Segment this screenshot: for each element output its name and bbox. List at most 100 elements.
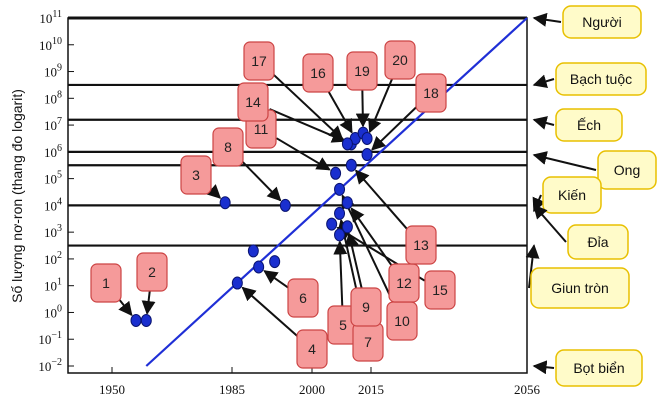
data-point — [140, 313, 152, 327]
organism-label: Ong — [614, 162, 640, 178]
organism-label-box — [542, 176, 602, 214]
point-callout-box — [136, 252, 168, 292]
point-callout-box — [388, 263, 420, 303]
callout-arrow — [345, 232, 363, 290]
callout-arrows — [116, 72, 426, 338]
data-point — [269, 255, 281, 269]
data-point — [361, 148, 373, 162]
callout-arrow — [326, 88, 353, 134]
y-tick-label: 105 — [44, 170, 62, 187]
data-point — [279, 198, 291, 212]
point-callout-box — [415, 73, 447, 113]
callout-arrow — [239, 159, 282, 202]
organism-arrow — [525, 244, 540, 289]
y-tick-label: 101 — [44, 277, 62, 294]
point-callout-label: 12 — [396, 275, 412, 291]
organism-label-box — [562, 5, 642, 39]
point-callout-label: 17 — [251, 53, 267, 69]
organism-arrow — [533, 204, 567, 243]
organism-label: Bọt biển — [573, 360, 624, 376]
x-tick-label: 2000 — [299, 382, 325, 397]
point-callout-label: 10 — [394, 313, 410, 329]
organism-arrow — [532, 360, 555, 375]
organism-arrow — [532, 12, 562, 27]
data-point — [247, 244, 259, 258]
organism-label: Bạch tuộc — [570, 71, 632, 87]
point-callout-label: 20 — [392, 52, 408, 68]
organism-arrow — [532, 151, 597, 171]
data-point — [361, 131, 373, 145]
organism-label: Giun tròn — [551, 280, 609, 296]
organism-label-box — [597, 150, 657, 190]
point-callout-label: 6 — [299, 290, 307, 306]
callout-arrow — [271, 72, 344, 140]
point-callout-box — [424, 270, 456, 310]
organism-label-box — [555, 62, 647, 96]
callout-arrow — [355, 88, 370, 128]
organism-label: Ếch — [577, 117, 601, 133]
point-callout-label: 8 — [224, 139, 232, 155]
x-axis-ticks: 1950 1985 2000 2015 2056 — [99, 367, 541, 397]
organism-label: Đỉa — [587, 234, 608, 250]
organism-label-box — [555, 108, 623, 142]
y-tick-label: 107 — [44, 116, 62, 133]
organism-labels: Người Bạch tuộc Ếch Ong Kiến Đỉa Giun tròn Bọt … — [525, 5, 657, 387]
point-callout-box — [180, 155, 212, 195]
point-callout-label: 19 — [354, 63, 370, 79]
data-point — [130, 313, 142, 327]
callout-arrow — [275, 137, 331, 171]
point-callout-label: 5 — [339, 317, 347, 333]
organism-label: Người — [582, 14, 622, 30]
point-callout-label: 7 — [364, 334, 372, 350]
data-point — [345, 158, 357, 172]
data-point — [219, 196, 231, 210]
point-callout-box — [287, 278, 319, 318]
x-tick-label: 2056 — [514, 382, 541, 397]
point-callout-box — [405, 225, 437, 265]
y-tick-label: 100 — [44, 303, 62, 320]
data-points — [130, 126, 373, 327]
organism-label-box — [530, 267, 630, 309]
point-callout-label: 13 — [413, 237, 429, 253]
y-tick-label: 1010 — [39, 36, 62, 53]
point-callout-box — [296, 329, 328, 369]
point-callout-box — [302, 53, 334, 93]
y-tick-label: 102 — [44, 250, 62, 267]
callout-arrow — [269, 108, 347, 143]
point-callout-label: 1 — [102, 275, 110, 291]
point-callout-label: 15 — [432, 282, 448, 298]
data-point — [330, 166, 342, 180]
point-callout-label: 14 — [245, 94, 261, 110]
data-point — [341, 220, 353, 234]
y-axis-label: Số lượng nơ-ron (thang đo logarit) — [9, 89, 25, 303]
callout-arrow — [371, 104, 419, 151]
y-tick-label: 10−1 — [38, 330, 62, 347]
organism-label-box — [567, 224, 629, 260]
y-tick-label: 108 — [44, 89, 62, 106]
data-point — [334, 228, 346, 242]
x-tick-label: 1950 — [99, 382, 125, 397]
point-callout-label: 2 — [148, 264, 156, 280]
callout-arrow — [368, 76, 394, 134]
data-point — [253, 260, 265, 274]
y-tick-label: 1011 — [39, 9, 62, 26]
organism-label-box — [555, 349, 643, 387]
callout-arrow — [141, 289, 156, 315]
point-callout-label: 11 — [254, 121, 269, 137]
x-tick-label: 2015 — [358, 382, 384, 397]
point-callout-box — [243, 41, 275, 81]
callout-arrow — [241, 286, 300, 338]
point-callout-box — [237, 82, 269, 122]
y-tick-label: 10−2 — [38, 357, 62, 374]
data-point — [231, 276, 243, 290]
organism-arrow — [532, 116, 555, 130]
point-callout-box — [384, 40, 416, 80]
y-tick-label: 103 — [44, 223, 62, 240]
point-callout-label: 16 — [310, 65, 326, 81]
organism-level-lines — [68, 16, 527, 247]
y-tick-label: 106 — [44, 143, 62, 160]
callout-arrow — [333, 240, 348, 308]
point-callout-box — [350, 287, 382, 327]
organism-arrow — [532, 74, 555, 89]
